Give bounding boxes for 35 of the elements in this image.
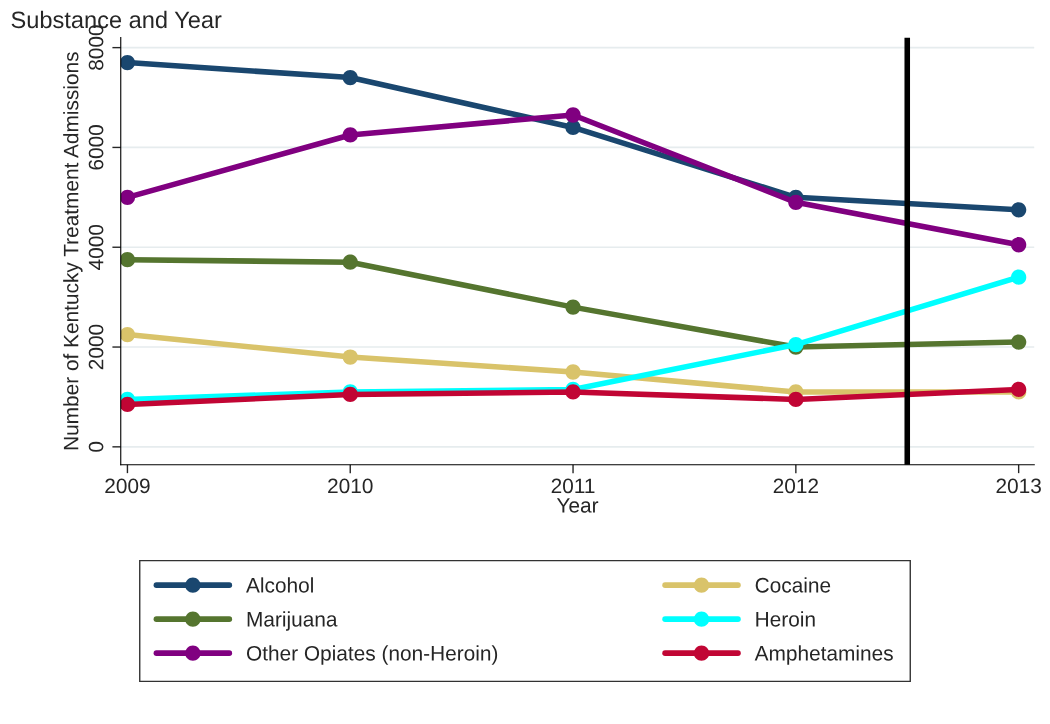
point [120, 326, 136, 343]
x-tick-label: 2012 [773, 478, 818, 494]
x-tick-label: 2009 [105, 478, 150, 494]
legend-label: Other Opiates (non-Heroin) [246, 645, 498, 665]
legend-label: Marijuana [247, 611, 338, 631]
legend-label: Cocaine [755, 577, 831, 593]
x-tick-label: 2011 [551, 478, 595, 494]
point [342, 349, 358, 365]
point [120, 189, 136, 205]
point [565, 107, 581, 123]
point [120, 54, 136, 71]
point [120, 396, 136, 413]
point [565, 299, 581, 315]
point [342, 127, 358, 143]
y-axis-title: Number of Kentucky Treatment Admissions [63, 52, 83, 450]
point [788, 391, 804, 408]
y-tick-label: 4000 [88, 224, 104, 270]
point [120, 252, 136, 268]
legend-label: Alcohol [246, 577, 313, 593]
point [1011, 202, 1027, 218]
point [1011, 269, 1027, 285]
y-tick-label: 6000 [88, 125, 104, 170]
y-tick-label: 2000 [88, 324, 104, 370]
x-tick-label: 2013 [996, 478, 1041, 494]
x-tick-label: 2010 [328, 478, 373, 494]
point [788, 194, 804, 210]
point [565, 364, 581, 380]
point [342, 254, 358, 270]
legend-label: Amphetamines [754, 645, 893, 665]
x-axis-title: Year [556, 498, 599, 513]
point [1011, 237, 1027, 253]
legend-label: Heroin [756, 611, 815, 627]
point [342, 69, 358, 86]
y-tick-label: 0 [88, 441, 104, 452]
point [1011, 334, 1027, 350]
